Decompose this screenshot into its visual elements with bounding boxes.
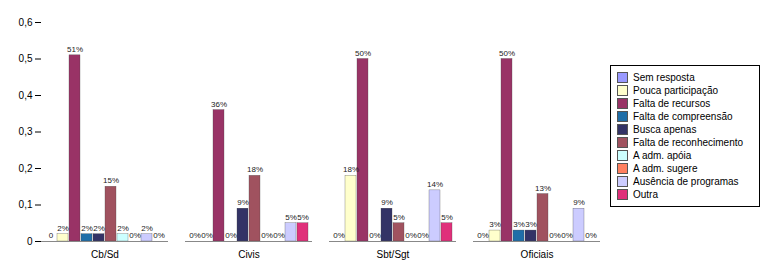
svg-text:9%: 9% xyxy=(573,198,585,207)
html-text:Sem resposta: Sem resposta xyxy=(633,71,695,83)
svg-text:18%: 18% xyxy=(247,165,263,174)
svg-text:36%: 36% xyxy=(211,100,227,109)
svg-text:9%: 9% xyxy=(237,198,249,207)
html-text:Outra: Outra xyxy=(633,188,658,200)
svg-text:3%: 3% xyxy=(489,220,501,229)
svg-text:Civis: Civis xyxy=(238,249,260,260)
html-text:Busca apenas: Busca apenas xyxy=(633,123,697,135)
svg-text:5%: 5% xyxy=(285,213,297,222)
svg-text:0%: 0% xyxy=(561,231,573,240)
svg-text:0,6: 0,6 xyxy=(19,17,33,28)
svg-text:2%: 2% xyxy=(117,224,129,233)
html-text:A adm. sugere: A adm. sugere xyxy=(633,162,698,174)
svg-text:0%: 0% xyxy=(129,231,141,240)
svg-text:0,2: 0,2 xyxy=(19,163,33,174)
svg-text:0%: 0% xyxy=(153,231,165,240)
svg-text:2%: 2% xyxy=(141,224,153,233)
svg-text:0%: 0% xyxy=(189,231,201,240)
svg-text:13%: 13% xyxy=(535,184,551,193)
svg-text:0: 0 xyxy=(49,231,54,240)
svg-text:0%: 0% xyxy=(333,231,345,240)
svg-text:3%: 3% xyxy=(525,220,537,229)
svg-text:0%: 0% xyxy=(261,231,273,240)
svg-text:0: 0 xyxy=(27,236,33,247)
svg-text:14%: 14% xyxy=(427,180,443,189)
svg-text:0,1: 0,1 xyxy=(19,199,33,210)
html-text:Falta de recursos: Falta de recursos xyxy=(633,97,711,109)
html-text:Ausência de programas: Ausência de programas xyxy=(633,175,739,187)
svg-text:Cb/Sd: Cb/Sd xyxy=(91,249,119,260)
svg-text:9%: 9% xyxy=(381,198,393,207)
svg-text:2%: 2% xyxy=(81,224,93,233)
html-text:Falta de reconhecimento: Falta de reconhecimento xyxy=(633,136,744,148)
svg-text:0%: 0% xyxy=(201,231,213,240)
svg-text:50%: 50% xyxy=(499,49,515,58)
svg-text:51%: 51% xyxy=(67,45,83,54)
svg-text:5%: 5% xyxy=(393,213,405,222)
svg-text:5%: 5% xyxy=(441,213,453,222)
svg-text:15%: 15% xyxy=(103,176,119,185)
svg-text:0%: 0% xyxy=(405,231,417,240)
html-text:Pouca participação: Pouca participação xyxy=(633,84,719,96)
svg-text:0%: 0% xyxy=(369,231,381,240)
svg-text:0%: 0% xyxy=(549,231,561,240)
svg-text:0%: 0% xyxy=(477,231,489,240)
svg-text:0,4: 0,4 xyxy=(19,90,33,101)
svg-text:0,3: 0,3 xyxy=(19,126,33,137)
svg-text:3%: 3% xyxy=(513,220,525,229)
svg-text:18%: 18% xyxy=(343,165,359,174)
svg-text:2%: 2% xyxy=(57,224,69,233)
svg-text:0%: 0% xyxy=(585,231,597,240)
svg-text:2%: 2% xyxy=(93,224,105,233)
svg-text:0%: 0% xyxy=(417,231,429,240)
svg-text:Sbt/Sgt: Sbt/Sgt xyxy=(377,249,410,260)
html-text:Falta de compreensão: Falta de compreensão xyxy=(633,110,733,122)
svg-text:0,5: 0,5 xyxy=(19,53,33,64)
html-text:A adm. apóia: A adm. apóia xyxy=(633,149,692,161)
svg-text:0%: 0% xyxy=(273,231,285,240)
svg-text:50%: 50% xyxy=(355,49,371,58)
svg-text:5%: 5% xyxy=(297,213,309,222)
svg-text:Oficiais: Oficiais xyxy=(521,249,554,260)
svg-text:0%: 0% xyxy=(225,231,237,240)
